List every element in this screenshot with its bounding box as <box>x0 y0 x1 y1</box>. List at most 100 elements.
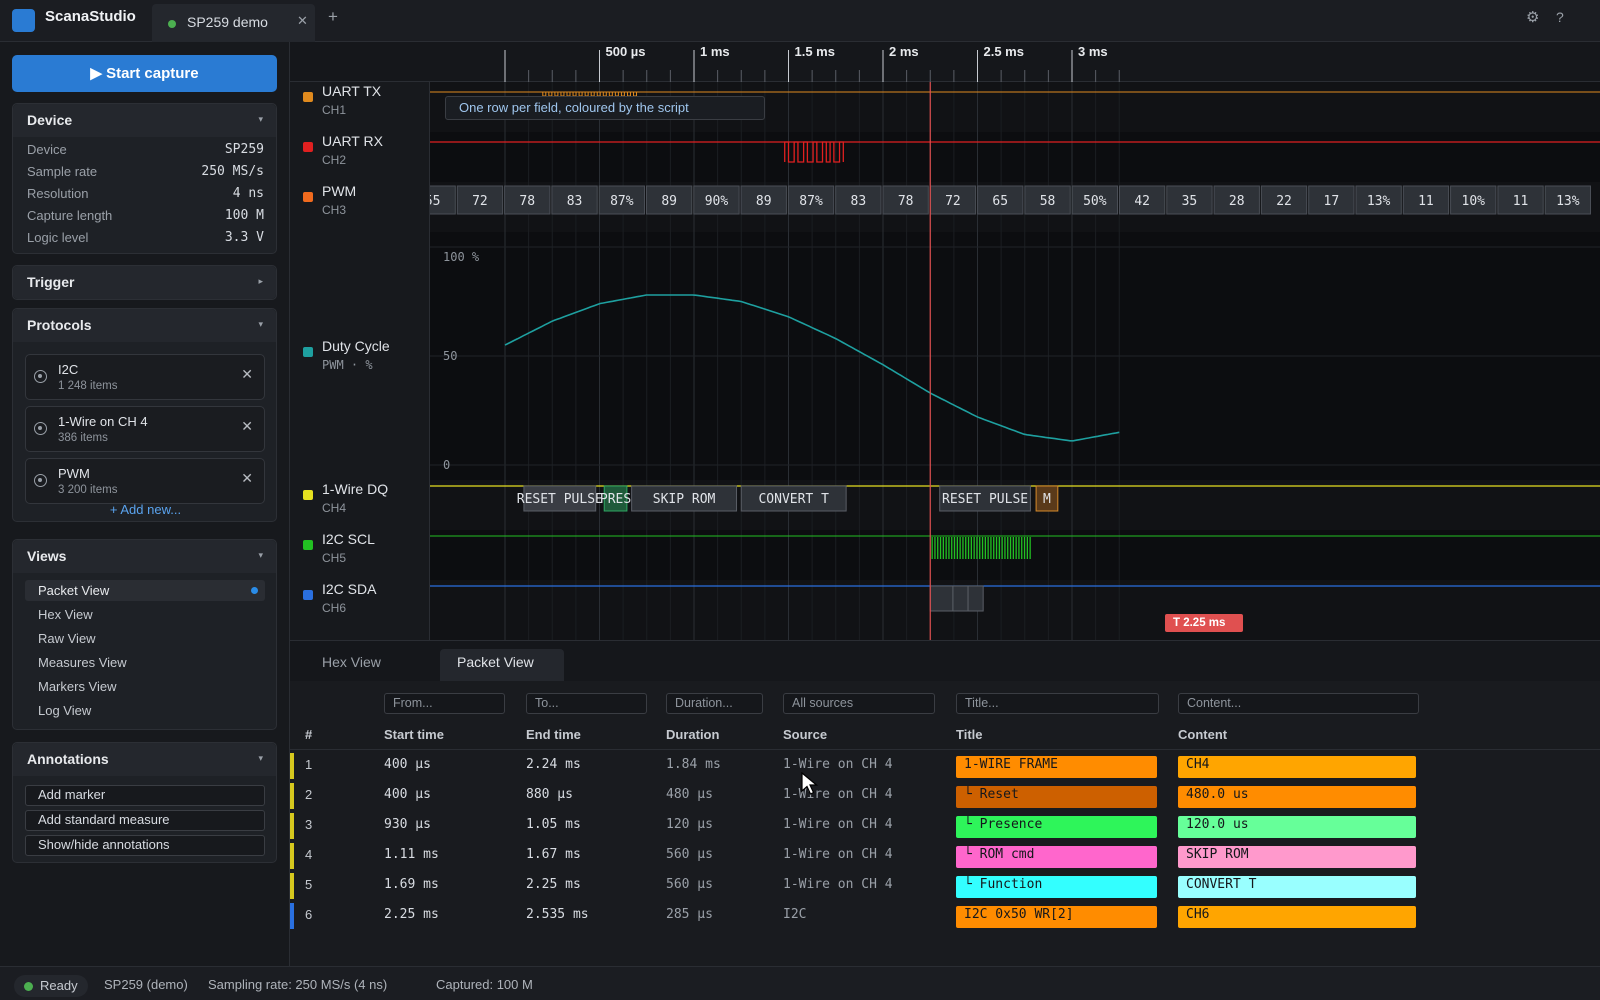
pwm-value-label: 72 <box>945 194 961 209</box>
waveform-view[interactable]: 500 µs 1 ms 1.5 ms 2 ms 2.5 ms 3 ms UART TX CH… <box>290 42 1600 640</box>
protocol-item-1wire[interactable]: 1-Wire on CH 4 386 items ✕ <box>25 406 265 452</box>
show-hide-annotations-button[interactable]: Show/hide annotations <box>25 835 265 856</box>
row-source-color-bar <box>290 873 294 899</box>
col-header-start-time[interactable]: Start time <box>384 727 444 742</box>
add-marker-button[interactable]: Add marker <box>25 785 265 806</box>
table-row[interactable]: 5 1.69 ms 2.25 ms 560 µs 1-Wire on CH 4 └ Fun… <box>290 871 1600 901</box>
mouse-pointer-icon <box>801 772 819 795</box>
view-item-log[interactable]: Log View <box>38 703 92 718</box>
new-tab-button[interactable]: + <box>328 7 338 26</box>
add-standard-measure-button[interactable]: Add standard measure <box>25 810 265 831</box>
row-title-pill: I2C 0x50 WR[2] <box>956 906 1157 928</box>
duration-filter-input[interactable]: Duration... <box>666 693 763 714</box>
pwm-value-cell <box>977 185 1024 215</box>
chevron-down-icon: ▾ <box>258 550 263 560</box>
col-header-end-time[interactable]: End time <box>526 727 581 742</box>
pwm-value-cell <box>1071 185 1119 215</box>
tab-sp259-demo[interactable]: SP259 demo ✕ <box>152 4 315 42</box>
pwm-value-cell <box>1355 185 1402 215</box>
channel-id: CH5 <box>322 551 347 565</box>
source-filter-select[interactable]: All sources <box>783 693 935 714</box>
from-filter-input[interactable]: From... <box>384 693 505 714</box>
resolution-value: 4 ns <box>232 186 264 201</box>
view-item-measures[interactable]: Measures View <box>38 655 127 670</box>
pwm-value-cell <box>456 185 504 215</box>
remove-protocol-icon[interactable]: ✕ <box>241 418 253 434</box>
time-ruler-ticks: 500 µs 1 ms 1.5 ms 2 ms 2.5 ms 3 ms <box>504 44 1120 82</box>
col-header-duration[interactable]: Duration <box>666 727 720 742</box>
onewire-frame-label: SKIP ROM <box>653 492 716 507</box>
chevron-right-icon: ▸ <box>258 276 263 286</box>
channel-color-swatch <box>303 92 313 102</box>
row-source-color-bar <box>290 783 294 809</box>
pwm-value-cell <box>430 185 456 215</box>
view-item-hex[interactable]: Hex View <box>38 607 93 622</box>
protocol-item-i2c[interactable]: I2C 1 248 items ✕ <box>25 354 265 400</box>
device-panel-header[interactable]: Device ▾ <box>13 104 276 137</box>
remove-protocol-icon[interactable]: ✕ <box>241 470 253 486</box>
annotations-panel-header[interactable]: Annotations ▾ <box>13 743 276 776</box>
row-index: 4 <box>305 847 313 862</box>
channel-name: UART RX <box>322 133 383 149</box>
channel-color-swatch <box>303 142 313 152</box>
pwm-value-label: 28 <box>1229 194 1245 209</box>
pwm-value-cell <box>1450 185 1497 215</box>
remove-protocol-icon[interactable]: ✕ <box>241 366 253 382</box>
table-row[interactable]: 6 2.25 ms 2.535 ms 285 µs I2C I2C 0x50 WR[2] C… <box>290 901 1600 931</box>
row-content-pill: SKIP ROM <box>1178 846 1416 868</box>
tab-close-icon[interactable]: ✕ <box>297 13 308 28</box>
tab-hex-view[interactable]: Hex View <box>322 654 381 670</box>
views-panel-header[interactable]: Views ▾ <box>13 540 276 573</box>
row-content-pill: CH4 <box>1178 756 1416 778</box>
gear-icon[interactable]: ⚙ <box>1526 9 1540 26</box>
view-item-raw[interactable]: Raw View <box>38 631 96 646</box>
time-ruler[interactable]: 500 µs 1 ms 1.5 ms 2 ms 2.5 ms 3 ms <box>290 42 1600 82</box>
row-duration: 560 µs <box>666 877 713 892</box>
row-start-time: 930 µs <box>384 817 431 832</box>
pwm-value-cell <box>882 185 929 215</box>
row-source: 1-Wire on CH 4 <box>783 847 893 862</box>
row-start-time: 1.11 ms <box>384 847 439 862</box>
capture-length-label: Capture length <box>27 208 113 223</box>
pwm-value-label: 90% <box>705 194 729 209</box>
pwm-value-label: 83 <box>567 194 583 209</box>
col-header-title[interactable]: Title <box>956 727 983 742</box>
row-start-time: 2.25 ms <box>384 907 439 922</box>
view-item-packet[interactable]: Packet View <box>25 580 265 601</box>
onewire-frame <box>740 485 847 512</box>
table-row[interactable]: 4 1.11 ms 1.67 ms 560 µs 1-Wire on CH 4 └ ROM… <box>290 841 1600 871</box>
pwm-value-cell <box>551 185 598 215</box>
row-duration: 120 µs <box>666 817 713 832</box>
col-header-source[interactable]: Source <box>783 727 828 742</box>
protocol-count: 386 items <box>58 432 108 444</box>
sample-rate-label: Sample rate <box>27 164 98 179</box>
row-index: 2 <box>305 787 313 802</box>
signal-plot[interactable]: 55 72 78 83 87% 89 90% 89 87% 83 78 72 65 58 50% 42 35 28… <box>430 82 1600 640</box>
trigger-panel-header[interactable]: Trigger ▸ <box>13 266 276 299</box>
protocol-item-pwm[interactable]: PWM 3 200 items ✕ <box>25 458 265 504</box>
pwm-value-label: 58 <box>1040 194 1056 209</box>
pwm-value-label: 83 <box>851 194 867 209</box>
pwm-value-label: 65 <box>992 194 1008 209</box>
tab-packet-view[interactable]: Packet View <box>440 649 564 681</box>
table-row[interactable]: 3 930 µs 1.05 ms 120 µs 1-Wire on CH 4 └ Pres… <box>290 811 1600 841</box>
pwm-value-label: 78 <box>898 194 914 209</box>
col-header-index[interactable]: # <box>305 727 313 742</box>
view-item-markers[interactable]: Markers View <box>38 679 117 694</box>
table-row[interactable]: 2 400 µs 880 µs 480 µs 1-Wire on CH 4 └ Reset… <box>290 781 1600 811</box>
help-icon[interactable]: ? <box>1556 9 1564 25</box>
pwm-value-cell <box>1308 185 1355 215</box>
to-filter-input[interactable]: To... <box>526 693 647 714</box>
title-filter-input[interactable]: Title... <box>956 693 1159 714</box>
start-capture-button[interactable]: ▶ Start capture <box>12 55 277 92</box>
table-row[interactable]: 1 400 µs 2.24 ms 1.84 ms 1-Wire on CH 4 1-WIR… <box>290 751 1600 781</box>
pwm-value-label: 87% <box>610 194 634 209</box>
add-protocol-link[interactable]: + Add new... <box>109 502 182 517</box>
app-logo-icon <box>12 9 35 32</box>
col-header-content[interactable]: Content <box>1178 727 1228 742</box>
content-filter-input[interactable]: Content... <box>1178 693 1419 714</box>
device-row: Device SP259 <box>27 142 264 162</box>
cursor-time-label[interactable]: T 2.25 ms <box>1165 614 1243 632</box>
protocols-panel-header[interactable]: Protocols ▾ <box>13 309 276 342</box>
protocol-count: 3 200 items <box>58 484 118 496</box>
